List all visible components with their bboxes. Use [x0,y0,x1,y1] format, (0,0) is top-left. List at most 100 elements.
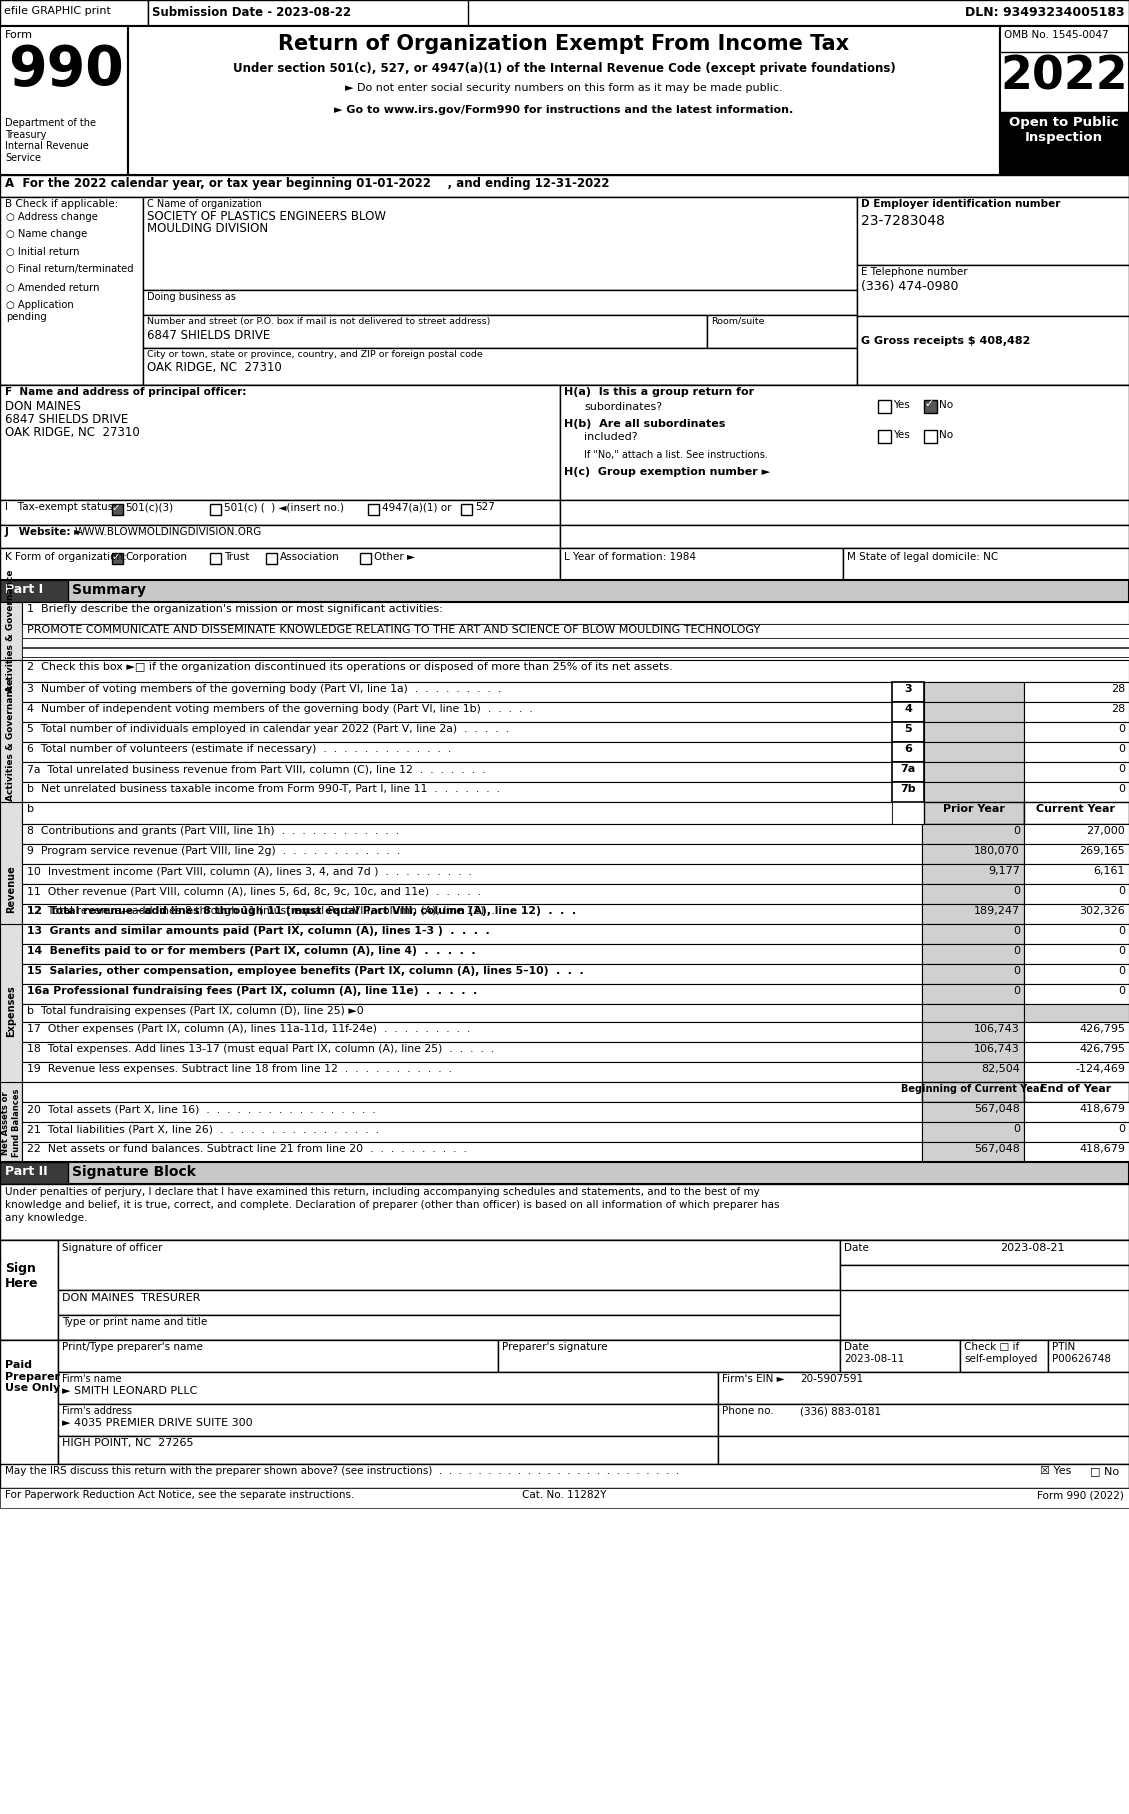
Text: 4  Number of independent voting members of the governing body (Part VI, line 1b): 4 Number of independent voting members o… [27,704,533,715]
Text: Firm's name: Firm's name [62,1373,122,1384]
Bar [924,401,937,414]
Bar [922,963,1024,983]
Text: Activities & Governance: Activities & Governance [7,570,16,693]
Text: 7a  Total unrelated business revenue from Part VIII, column (C), line 12  .  .  : 7a Total unrelated business revenue from… [27,764,485,775]
Text: Cat. No. 11282Y: Cat. No. 11282Y [522,1489,606,1500]
Bar [892,762,924,782]
Bar [58,1241,840,1290]
Text: D Employer identification number: D Employer identification number [861,200,1060,209]
Text: ○ Application
pending: ○ Application pending [6,299,73,321]
Text: ✓: ✓ [924,399,934,408]
Text: ☒ Yes: ☒ Yes [1040,1466,1071,1477]
Text: ○ Final return/terminated: ○ Final return/terminated [6,265,133,274]
Text: 418,679: 418,679 [1079,1145,1124,1154]
Bar [21,742,892,762]
Text: 6847 SHIELDS DRIVE: 6847 SHIELDS DRIVE [147,328,270,343]
Text: 9,177: 9,177 [988,865,1019,876]
Text: 426,795: 426,795 [1079,1023,1124,1034]
Text: 990: 990 [8,44,124,96]
Text: 82,504: 82,504 [981,1065,1019,1074]
Bar [1024,782,1129,802]
Bar [0,1163,68,1185]
Text: 426,795: 426,795 [1079,1045,1124,1054]
Bar [1024,802,1129,824]
Text: Firm's address: Firm's address [62,1406,132,1417]
Bar [0,385,1129,501]
Text: 418,679: 418,679 [1079,1105,1124,1114]
Bar [21,963,922,983]
Text: 27,000: 27,000 [1086,825,1124,836]
Bar [857,316,1129,385]
Text: ► Go to www.irs.gov/Form990 for instructions and the latest information.: ► Go to www.irs.gov/Form990 for instruct… [334,105,794,114]
Bar [718,1371,1129,1404]
Text: 0: 0 [1013,967,1019,976]
Bar [21,648,1129,657]
Bar [1024,1021,1129,1041]
Text: Open to Public
Inspection: Open to Public Inspection [1009,116,1119,143]
Bar [1024,1143,1129,1163]
Text: Print/Type preparer's name: Print/Type preparer's name [62,1342,203,1351]
Bar [922,1143,1024,1163]
Text: MOULDING DIVISION: MOULDING DIVISION [147,221,268,236]
Text: 106,743: 106,743 [974,1023,1019,1034]
Text: HIGH POINT, NC  27265: HIGH POINT, NC 27265 [62,1439,193,1448]
Text: 10  Investment income (Part VIII, column (A), lines 3, 4, and 7d )  .  .  .  .  : 10 Investment income (Part VIII, column … [27,865,472,876]
Bar [892,722,924,742]
Bar [0,385,560,501]
Text: Signature Block: Signature Block [72,1165,195,1179]
Text: ○ Name change: ○ Name change [6,229,87,239]
Text: Paid
Preparer
Use Only: Paid Preparer Use Only [5,1360,60,1393]
Text: Current Year: Current Year [1036,804,1115,814]
Bar [1048,1341,1129,1371]
Bar [0,802,21,978]
Bar [58,1341,498,1371]
Bar [21,657,1129,666]
Text: self-employed: self-employed [964,1353,1038,1364]
Text: 189,247: 189,247 [974,905,1019,916]
Bar [922,943,1024,963]
Text: G Gross receipts $ 408,482: G Gross receipts $ 408,482 [861,336,1031,346]
Bar [718,1404,1129,1437]
Bar [922,1123,1024,1143]
Bar [857,198,1129,265]
Text: 21  Total liabilities (Part X, line 26)  .  .  .  .  .  .  .  .  .  .  .  .  .  : 21 Total liabilities (Part X, line 26) .… [27,1125,379,1134]
Text: Form 990 (2022): Form 990 (2022) [1038,1489,1124,1500]
Text: 269,165: 269,165 [1079,845,1124,856]
Text: 8  Contributions and grants (Part VIII, line 1h)  .  .  .  .  .  .  .  .  .  .  : 8 Contributions and grants (Part VIII, l… [27,825,400,836]
Bar [718,1437,1129,1464]
Bar [21,863,922,883]
Text: 6  Total number of volunteers (estimate if necessary)  .  .  .  .  .  .  .  .  .: 6 Total number of volunteers (estimate i… [27,744,452,755]
Text: Room/suite: Room/suite [711,317,764,327]
Bar [21,722,892,742]
Text: 23-7283048: 23-7283048 [861,214,945,229]
Text: City or town, state or province, country, and ZIP or foreign postal code: City or town, state or province, country… [147,350,483,359]
Bar [1024,1041,1129,1061]
Bar [922,903,1024,923]
Text: 6: 6 [904,744,912,755]
Text: 16a Professional fundraising fees (Part IX, column (A), line 11e)  .  .  .  .  .: 16a Professional fundraising fees (Part … [27,987,478,996]
Bar [21,624,1129,639]
Bar [0,1241,1129,1341]
Bar [840,1264,1129,1290]
Bar [498,1341,840,1371]
Text: 0: 0 [1013,885,1019,896]
Text: I   Tax-exempt status:: I Tax-exempt status: [5,502,117,512]
Text: 17  Other expenses (Part IX, column (A), lines 11a-11d, 11f-24e)  .  .  .  .  . : 17 Other expenses (Part IX, column (A), … [27,1023,471,1034]
Bar [461,504,472,515]
Text: PROMOTE COMMUNICATE AND DISSEMINATE KNOWLEDGE RELATING TO THE ART AND SCIENCE OF: PROMOTE COMMUNICATE AND DISSEMINATE KNOW… [27,626,760,635]
Bar [21,702,892,722]
Text: Date: Date [844,1243,869,1253]
Bar [922,923,1024,943]
Text: (336) 474-0980: (336) 474-0980 [861,279,959,294]
Bar [0,1341,58,1480]
Text: 0: 0 [1013,945,1019,956]
Bar [1024,1061,1129,1081]
Bar [21,1041,922,1061]
Bar [1024,844,1129,863]
Text: 0: 0 [1013,825,1019,836]
Bar [210,553,221,564]
Bar [560,501,1129,524]
Text: 302,326: 302,326 [1079,905,1124,916]
Bar [143,316,707,348]
Bar [58,1371,718,1404]
